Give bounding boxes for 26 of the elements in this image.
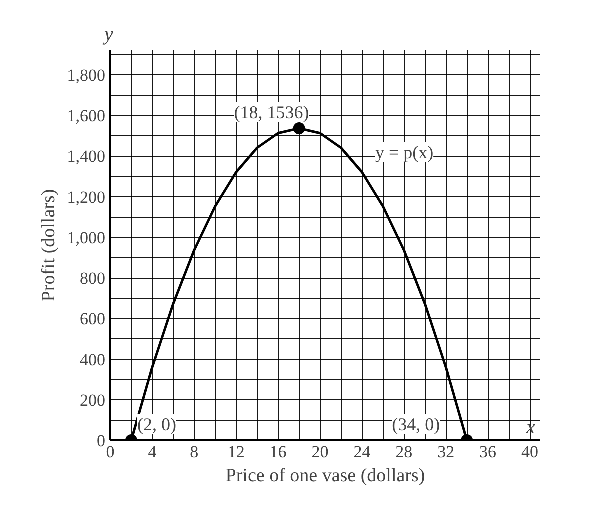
y-tick-label: 200: [80, 390, 106, 410]
x-tick-label: 4: [148, 442, 158, 462]
annotation: (2, 0): [137, 414, 176, 434]
x-tick-label: 20: [312, 442, 329, 462]
y-tick-label: 1,800: [67, 66, 106, 85]
y-tick-label: 600: [80, 310, 106, 329]
x-tick-label: 16: [270, 442, 287, 462]
x-axis-title: Price of one vase (dollars): [226, 466, 426, 486]
y-tick-label: 1,400: [67, 147, 106, 166]
x-tick-label: 28: [396, 442, 413, 462]
annotation: (34, 0): [392, 414, 440, 434]
y-axis-title: Profit (dollars): [38, 189, 60, 302]
annotation: y = p(x): [375, 142, 434, 162]
x-tick-label: 8: [190, 442, 199, 462]
y-tick-label: 1,600: [67, 106, 106, 126]
y-tick-label: 400: [80, 350, 106, 370]
text: y: [102, 24, 114, 46]
annotation: (18, 1536): [234, 102, 310, 122]
y-tick-label: 1,200: [67, 188, 106, 207]
x-tick-label: 12: [228, 442, 245, 462]
y-tick-label: 1,000: [67, 228, 106, 248]
x-tick-label: 40: [522, 442, 539, 462]
x-tick-label: 32: [438, 442, 455, 462]
x-tick-label: 36: [480, 442, 497, 462]
y-tick-label: 800: [80, 269, 106, 288]
x-tick-label: 24: [354, 442, 372, 462]
